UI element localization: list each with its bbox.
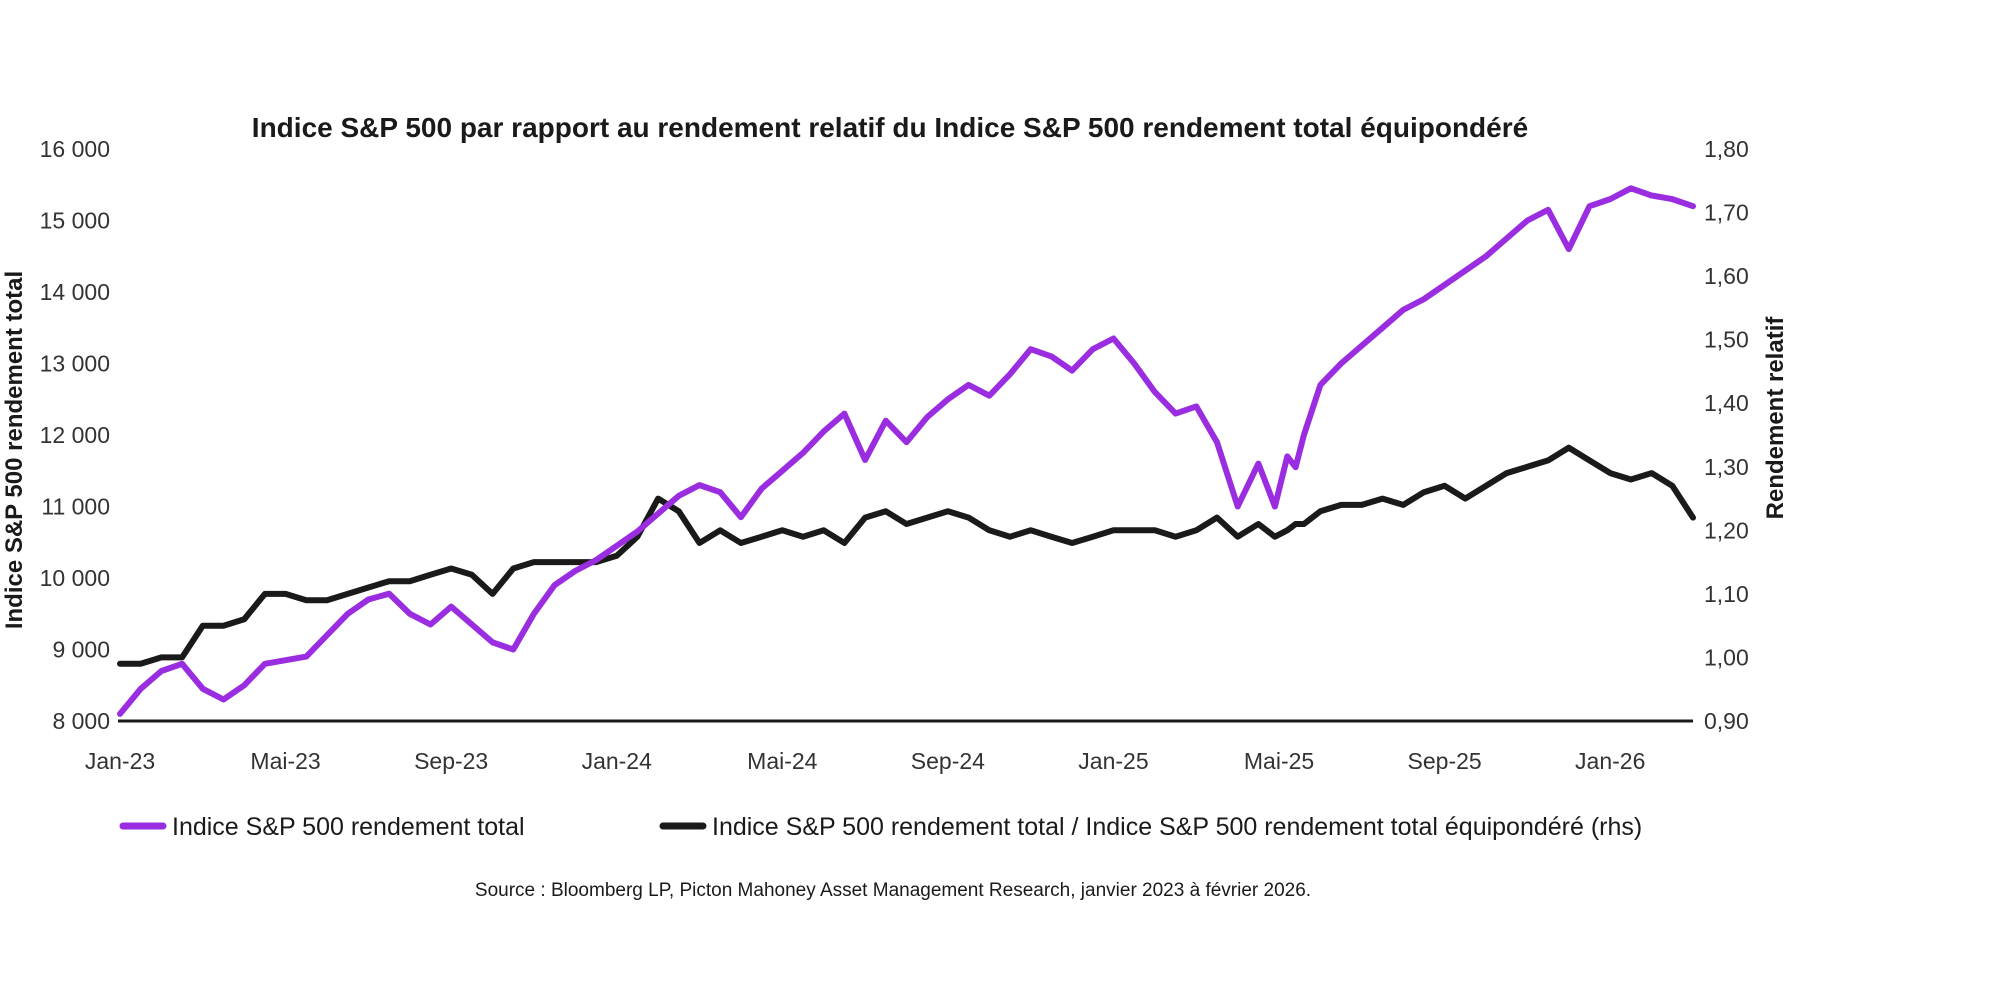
right-tick-label: 1,60 (1704, 263, 1749, 289)
right-tick-label: 1,10 (1704, 581, 1749, 607)
legend-label-total-return: Indice S&P 500 rendement total (172, 813, 525, 841)
left-tick-label: 8 000 (52, 708, 110, 734)
right-tick-label: 1,80 (1704, 136, 1749, 162)
x-tick-label: Sep-25 (1408, 748, 1482, 774)
right-tick-label: 1,50 (1704, 327, 1749, 353)
legend: Indice S&P 500 rendement total Indice S&… (119, 813, 1642, 841)
right-axis-title: Rendement relatif (1762, 316, 1789, 520)
x-tick-label: Mai-25 (1244, 748, 1314, 774)
left-axis-ticks: 8 000 9 000 10 000 11 000 12 000 13 000 14 000… (40, 136, 110, 734)
chart-title: Indice S&P 500 par rapport au rendement … (252, 112, 1528, 143)
left-tick-label: 12 000 (40, 422, 110, 448)
left-tick-label: 9 000 (52, 637, 110, 663)
left-tick-label: 16 000 (40, 136, 110, 162)
right-tick-label: 1,40 (1704, 390, 1749, 416)
series-layer (117, 185, 1696, 717)
x-tick-label: Sep-23 (414, 748, 488, 774)
left-axis-title: Indice S&P 500 rendement total (1, 271, 28, 629)
series-line-total-return (117, 185, 1696, 717)
left-tick-label: 11 000 (41, 494, 110, 520)
x-tick-label: Jan-24 (582, 748, 653, 774)
right-axis-ticks: 0,90 1,00 1,10 1,20 1,30 1,40 1,50 1,60 1,70 1,80 (1704, 136, 1749, 734)
x-tick-label: Sep-24 (911, 748, 985, 774)
source-note: Source : Bloomberg LP, Picton Mahoney As… (475, 880, 1311, 901)
x-tick-label: Mai-24 (747, 748, 818, 774)
right-tick-label: 1,20 (1704, 517, 1749, 543)
legend-label-relative-return: Indice S&P 500 rendement total / Indice … (712, 813, 1642, 841)
right-tick-label: 1,00 (1704, 644, 1749, 670)
x-axis-ticks: Jan-23 Mai-23 Sep-23 Jan-24 Mai-24 Sep-24 Jan-… (85, 748, 1646, 774)
left-tick-label: 10 000 (40, 565, 110, 591)
left-tick-label: 13 000 (40, 351, 110, 377)
right-tick-label: 1,70 (1704, 200, 1749, 226)
left-tick-label: 14 000 (40, 279, 110, 305)
left-tick-label: 15 000 (40, 208, 110, 234)
right-tick-label: 0,90 (1704, 708, 1749, 734)
x-tick-label: Jan-25 (1078, 748, 1148, 774)
x-tick-label: Jan-23 (85, 748, 155, 774)
x-tick-label: Jan-26 (1575, 748, 1645, 774)
x-tick-label: Mai-23 (250, 748, 320, 774)
series-line-relative-return (117, 444, 1696, 667)
right-tick-label: 1,30 (1704, 454, 1749, 480)
